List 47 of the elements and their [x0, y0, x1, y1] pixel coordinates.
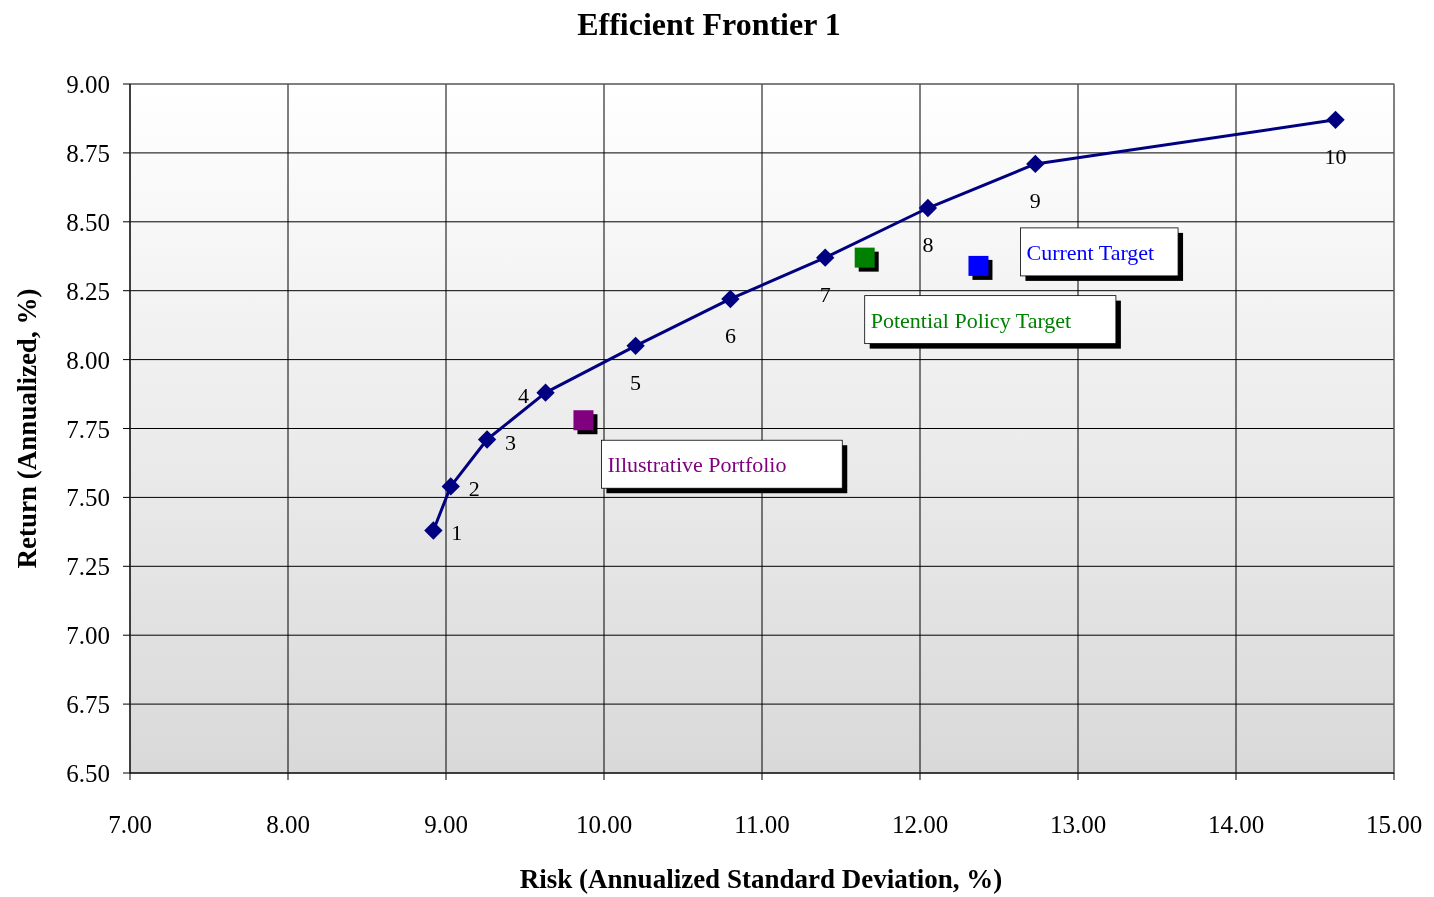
- y-axis-title: Return (Annualized, %): [12, 288, 42, 569]
- series-label: Current Target: [1026, 239, 1155, 265]
- point: [1026, 154, 1045, 174]
- y-tick-label: 8.50: [66, 208, 110, 236]
- point: [968, 255, 989, 276]
- x-tick-label: 7.00: [108, 811, 152, 838]
- chart-title: Efficient Frontier 1: [577, 6, 841, 42]
- point: [918, 198, 938, 218]
- point: [721, 289, 740, 309]
- y-tick-label: 8.75: [66, 139, 110, 167]
- series-label: Potential Policy Target: [870, 307, 1072, 333]
- annotation: 3: [505, 429, 517, 455]
- point: [573, 410, 594, 431]
- point: [536, 383, 555, 402]
- x-tick-label: 14.00: [1207, 811, 1265, 838]
- annotation: 4: [518, 382, 530, 408]
- x-tick-label: 10.00: [575, 811, 633, 838]
- y-tick-label: 8.25: [66, 277, 110, 305]
- annotation: 5: [630, 369, 642, 395]
- point: [1326, 110, 1345, 130]
- y-tick-label: 7.75: [66, 415, 110, 443]
- x-tick-label: 13.00: [1049, 811, 1107, 838]
- x-tick-label: 15.00: [1365, 811, 1423, 838]
- annotation: 1: [451, 520, 463, 546]
- series-label: Illustrative Portfolio: [607, 452, 787, 478]
- y-tick-label: 9.00: [66, 71, 110, 98]
- y-tick-label: 8.00: [66, 346, 110, 374]
- y-tick-label: 7.00: [66, 622, 110, 650]
- point: [816, 248, 835, 267]
- y-tick-label: 6.75: [66, 691, 110, 719]
- point: [424, 521, 443, 540]
- x-tick-label: 9.00: [424, 811, 468, 838]
- annotation: 6: [724, 322, 736, 348]
- annotation: 2: [468, 476, 480, 502]
- annotation: 9: [1029, 187, 1041, 213]
- x-tick-label: 11.00: [734, 811, 790, 838]
- point: [626, 336, 645, 356]
- x-axis-title: Risk (Annualized Standard Deviation, %): [519, 864, 1003, 894]
- point: [854, 247, 875, 268]
- point: [441, 477, 460, 496]
- x-tick-label: 8.00: [266, 811, 310, 838]
- y-tick-label: 7.50: [66, 484, 110, 512]
- y-tick-label: 6.50: [66, 760, 110, 787]
- annotation: 8: [922, 232, 934, 258]
- y-tick-label: 7.25: [66, 553, 110, 581]
- point: [477, 430, 497, 449]
- x-tick-label: 12.00: [891, 811, 949, 838]
